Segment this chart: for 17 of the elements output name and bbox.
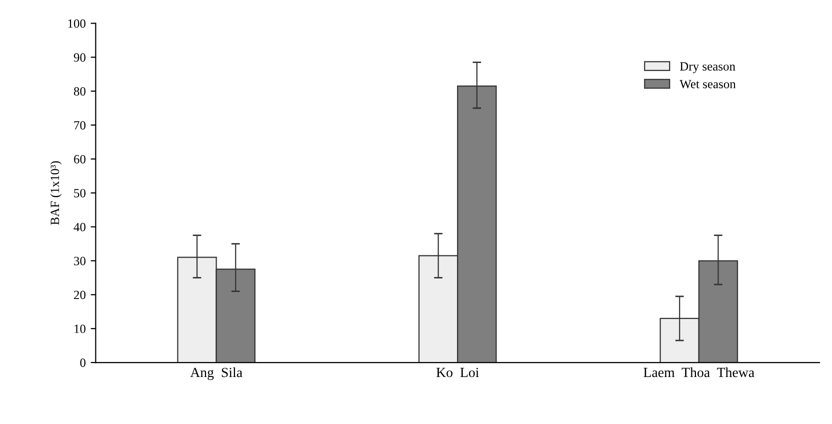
y-tick-label: 70 bbox=[74, 121, 86, 130]
y-tick-label: 80 bbox=[74, 87, 86, 96]
legend-label: Dry season bbox=[680, 62, 736, 74]
y-tick-label: 0 bbox=[80, 358, 86, 367]
y-axis-title: BAF (1x10³) bbox=[50, 161, 62, 225]
y-tick-label: 40 bbox=[74, 222, 86, 232]
y-tick-label: 60 bbox=[74, 155, 86, 164]
y-tick-label: 20 bbox=[74, 290, 86, 300]
legend-label: Wet season bbox=[680, 80, 736, 88]
x-tick-label: Laem Thoa Thewa bbox=[644, 367, 754, 378]
y-tick-label: 30 bbox=[74, 256, 86, 266]
y-tick-label: 100 bbox=[68, 19, 86, 28]
y-tick-label: 50 bbox=[74, 188, 86, 198]
x-tick-label: Ko Loi bbox=[436, 368, 479, 378]
y-tick-label: 90 bbox=[74, 53, 86, 62]
y-tick-label: 10 bbox=[74, 324, 86, 334]
x-tick-label: Ang Sila bbox=[190, 367, 242, 380]
